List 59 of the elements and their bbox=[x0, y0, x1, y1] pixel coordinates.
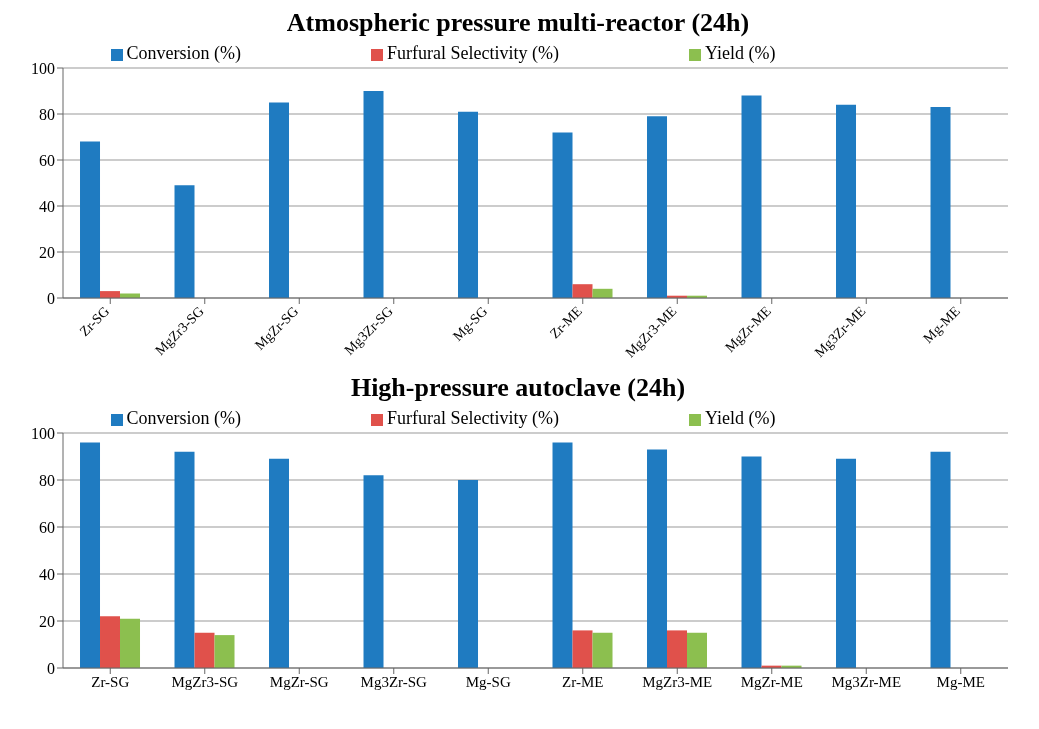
bar bbox=[741, 456, 762, 668]
bar bbox=[214, 635, 235, 668]
y-tick-label: 100 bbox=[31, 59, 55, 77]
bar bbox=[194, 632, 215, 668]
bar bbox=[458, 480, 479, 668]
bar bbox=[572, 284, 593, 298]
x-tick-label: Mg3Zr-ME bbox=[831, 673, 902, 690]
bar bbox=[741, 95, 762, 298]
bar bbox=[647, 116, 668, 298]
bar bbox=[930, 451, 951, 668]
y-tick-label: 20 bbox=[39, 612, 55, 630]
bar bbox=[930, 107, 951, 298]
y-tick-label: 40 bbox=[39, 197, 55, 215]
x-tick-label: MgZr-SG bbox=[269, 673, 329, 690]
y-tick-label: 80 bbox=[39, 471, 55, 489]
bar bbox=[174, 185, 195, 298]
x-tick-label: Zr-SG bbox=[91, 673, 130, 690]
x-tick-label: MgZr3-ME bbox=[642, 673, 713, 690]
y-tick-label: 40 bbox=[39, 565, 55, 583]
x-tick-label: Mg-ME bbox=[936, 673, 985, 690]
bar bbox=[174, 451, 195, 668]
x-tick-label: MgZr-ME bbox=[740, 673, 803, 690]
bar bbox=[836, 104, 857, 298]
y-tick-label: 0 bbox=[47, 659, 55, 677]
legend-label: Furfural Selectivity (%) bbox=[387, 408, 559, 428]
y-tick-label: 80 bbox=[39, 105, 55, 123]
legend-label: Yield (%) bbox=[704, 43, 776, 63]
legend-label: Conversion (%) bbox=[126, 43, 242, 63]
bar bbox=[667, 630, 688, 668]
x-tick-label: Mg3Zr-SG bbox=[360, 673, 428, 690]
bar bbox=[572, 630, 593, 668]
x-tick-label: Zr-ME bbox=[562, 673, 604, 690]
chart-title: Atmospheric pressure multi-reactor (24h) bbox=[285, 8, 751, 38]
x-tick-label: MgZr3-SG bbox=[171, 673, 239, 690]
bar bbox=[363, 91, 384, 298]
bar bbox=[687, 632, 708, 668]
bar bbox=[269, 458, 290, 668]
bar bbox=[80, 442, 101, 668]
y-tick-label: 60 bbox=[39, 151, 55, 169]
y-tick-label: 20 bbox=[39, 243, 55, 261]
bar bbox=[363, 475, 384, 668]
legend-label: Yield (%) bbox=[704, 408, 776, 428]
chart-title: High-pressure autoclave (24h) bbox=[349, 373, 687, 403]
bar bbox=[552, 132, 573, 298]
bar bbox=[836, 458, 857, 668]
y-tick-label: 0 bbox=[47, 289, 55, 307]
bar bbox=[592, 632, 613, 668]
y-tick-label: 100 bbox=[31, 424, 55, 442]
bar bbox=[80, 141, 101, 298]
bar bbox=[269, 102, 290, 298]
y-tick-label: 60 bbox=[39, 518, 55, 536]
legend-label: Furfural Selectivity (%) bbox=[387, 43, 559, 63]
bar bbox=[552, 442, 573, 668]
legend-label: Conversion (%) bbox=[126, 408, 242, 428]
bar bbox=[647, 449, 668, 668]
bar bbox=[458, 111, 479, 298]
x-tick-label: Mg-SG bbox=[465, 673, 511, 690]
bar bbox=[100, 616, 121, 668]
bar bbox=[120, 618, 141, 668]
